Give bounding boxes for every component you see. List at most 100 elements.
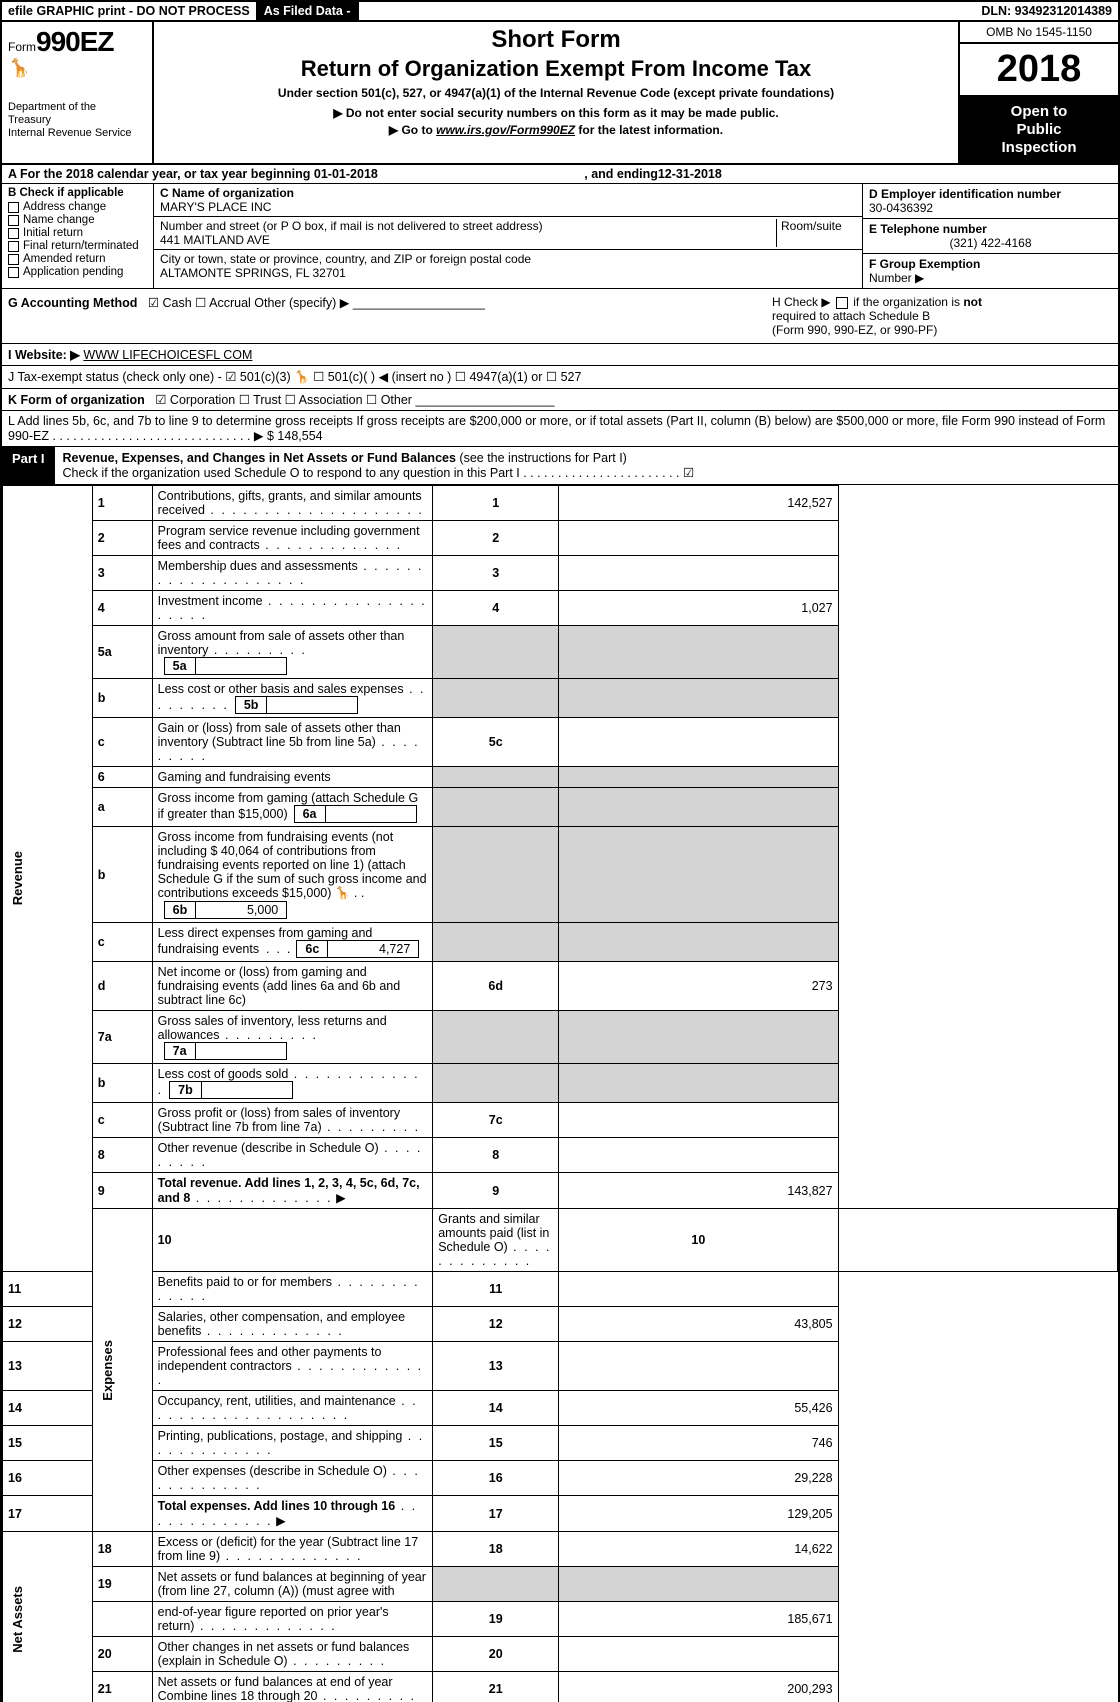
goto-link[interactable]: www.irs.gov/Form990EZ [436,123,575,137]
bv-6b: 5,000 [196,902,286,918]
table-row: 11Benefits paid to or for members11 [3,1272,1118,1307]
box-7b: 7b [170,1082,202,1098]
ln-16: 16 [3,1461,93,1496]
table-row: bGross income from fundraising events (n… [3,827,1118,923]
an-3: 3 [433,556,559,591]
d-12: Salaries, other compensation, and employ… [152,1307,433,1342]
chk-initial-return[interactable]: Initial return [8,227,147,239]
chk-lbl: Initial return [23,227,83,239]
ln-21: 21 [92,1672,152,1702]
f-group-exemption: F Group Exemption Number ▶ [863,254,1118,288]
omb-number: OMB No 1545-1150 [960,22,1118,44]
table-row: cGain or (loss) from sale of assets othe… [3,718,1118,767]
part-i-header: Part I Revenue, Expenses, and Changes in… [2,447,1118,485]
ln-2: 2 [92,521,152,556]
table-row: 5aGross amount from sale of assets other… [3,626,1118,679]
chk-amended-return[interactable]: Amended return [8,253,147,265]
an-6d: 6d [433,962,559,1011]
an-7a [433,1011,559,1064]
table-row: 3Membership dues and assessments3 [3,556,1118,591]
d-5a: Gross amount from sale of assets other t… [152,626,433,679]
return-title: Return of Organization Exempt From Incom… [160,56,952,82]
d-6b-t: Gross income from fundraising events (no… [158,830,427,900]
side-net-assets: Net Assets [8,1582,27,1657]
i-value[interactable]: WWW LIFECHOICESFL COM [83,348,252,362]
table-row: cLess direct expenses from gaming and fu… [3,923,1118,962]
d-3: Membership dues and assessments [152,556,433,591]
chk-name-change[interactable]: Name change [8,214,147,226]
k-label: K Form of organization [8,393,145,407]
inspection: Inspection [962,139,1116,157]
c-addr-row: Number and street (or P O box, if mail i… [154,217,862,250]
dept-block: Department of the Treasury Internal Reve… [8,101,146,141]
table-row: 14 Occupancy, rent, utilities, and mainte… [3,1391,1118,1426]
d-7b: Less cost of goods sold7b [152,1064,433,1103]
v-19a [559,1567,838,1602]
header-mid: Short Form Return of Organization Exempt… [154,22,958,163]
d-10: Grants and similar amounts paid (list in… [433,1209,559,1272]
d-ein: D Employer identification number 30-0436… [863,184,1118,219]
form-header: Form990EZ 🦒 Department of the Treasury I… [2,22,1118,165]
part-i-tag: Part I [2,447,55,484]
d-value: 30-0436392 [869,201,1112,215]
d-18: Excess or (deficit) for the year (Subtra… [152,1532,433,1567]
table-row: aGross income from gaming (attach Schedu… [3,788,1118,827]
chk-address-change[interactable]: Address change [8,201,147,213]
part-i-title-rest: (see the instructions for Part I) [456,451,627,465]
row-a-tax-year: A For the 2018 calendar year, or tax yea… [2,165,1118,184]
ln-5c: c [92,718,152,767]
d-7b-t: Less cost of goods sold [158,1067,289,1081]
d-1: Contributions, gifts, grants, and simila… [152,486,433,521]
d-6a: Gross income from gaming (attach Schedul… [152,788,433,827]
l-value: $ 148,554 [267,429,323,443]
table-row: bLess cost of goods sold7b [3,1064,1118,1103]
an-6b [433,827,559,923]
dln-label: DLN: 93492312014389 [975,2,1118,20]
an-9: 9 [433,1173,559,1209]
c-city-row: City or town, state or province, country… [154,250,862,282]
checkbox-icon [8,241,19,252]
d-5c: Gain or (loss) from sale of assets other… [152,718,433,767]
d-21: Net assets or fund balances at end of ye… [152,1672,433,1702]
g-label: G Accounting Method [8,296,137,310]
bv-6a [326,806,416,822]
d-14: Occupancy, rent, utilities, and maintena… [152,1391,433,1426]
bv-6c: 4,727 [328,941,418,957]
an-6 [433,767,559,788]
d-19b: end-of-year figure reported on prior yea… [152,1602,433,1637]
tax-year: 2018 [960,44,1118,97]
table-row: bLess cost or other basis and sales expe… [3,679,1118,718]
part-i-title: Revenue, Expenses, and Changes in Net As… [55,447,1118,484]
ln-11: 11 [3,1272,93,1307]
public: Public [962,121,1116,139]
as-filed-label: As Filed Data - [256,2,359,20]
ln-14: 14 [3,1391,93,1426]
v-12: 43,805 [559,1307,838,1342]
h-line1: H Check ▶ if the organization is not [772,295,1112,309]
ln-10: 10 [152,1209,433,1272]
instr-ssn: Do not enter social security numbers on … [160,106,952,120]
ln-6d: d [92,962,152,1011]
checkbox-icon[interactable] [836,297,848,309]
ln-1: 1 [92,486,152,521]
ln-19b [92,1602,152,1637]
d-8: Other revenue (describe in Schedule O) [152,1138,433,1173]
v-16: 29,228 [559,1461,838,1496]
h-pre: H Check ▶ [772,295,834,309]
box-5b: 5b [236,697,268,713]
ln-5a: 5a [92,626,152,679]
c-name-row: C Name of organization MARY'S PLACE INC [154,184,862,217]
e-phone: E Telephone number (321) 422-4168 [863,219,1118,254]
h-line2: required to attach Schedule B [772,309,1112,323]
d-2: Program service revenue including govern… [152,521,433,556]
g-accounting: G Accounting Method ☑ Cash ☐ Accrual Oth… [8,295,752,337]
chk-lbl: Address change [23,201,106,213]
d-6c: Less direct expenses from gaming and fun… [152,923,433,962]
chk-final-return[interactable]: Final return/terminated [8,240,147,252]
d-5b-t: Less cost or other basis and sales expen… [158,682,404,696]
v-1: 142,527 [559,486,838,521]
section-bcdef: B Check if applicable Address change Nam… [2,184,1118,289]
c-city-value: ALTAMONTE SPRINGS, FL 32701 [160,266,856,280]
form-prefix: Form [8,40,36,54]
chk-application-pending[interactable]: Application pending [8,266,147,278]
